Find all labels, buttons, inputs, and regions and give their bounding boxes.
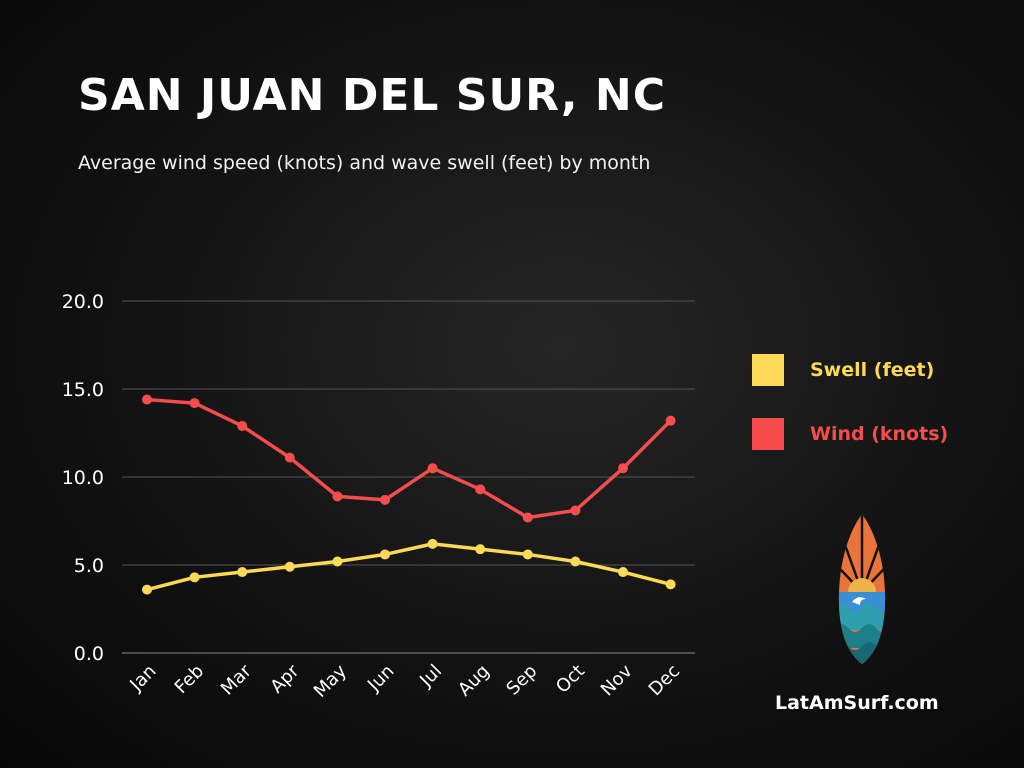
data-point-swell-feet <box>570 556 581 567</box>
data-point-swell-feet <box>189 572 200 583</box>
data-point-wind-knots <box>142 394 152 405</box>
data-point-wind-knots <box>427 463 438 474</box>
data-point-wind-knots <box>665 415 676 426</box>
surfboard-logo-icon <box>838 514 886 664</box>
data-point-wind-knots <box>284 452 295 463</box>
data-point-swell-feet <box>380 549 390 560</box>
x-tick-label: Nov <box>597 660 637 700</box>
data-point-swell-feet <box>618 567 628 578</box>
data-point-wind-knots <box>380 494 390 505</box>
legend-item-swell: Swell (feet) <box>752 354 934 386</box>
data-point-wind-knots <box>522 512 533 523</box>
data-point-wind-knots <box>475 484 486 495</box>
data-point-wind-knots <box>618 463 628 474</box>
data-point-swell-feet <box>475 544 486 555</box>
x-tick-label: Oct <box>552 661 589 698</box>
data-point-swell-feet <box>284 561 295 572</box>
x-tick-label: Jun <box>363 661 398 696</box>
legend-item-wind: Wind (knots) <box>752 418 948 450</box>
chart-subtitle: Average wind speed (knots) and wave swel… <box>78 152 651 174</box>
legend-label-swell: Swell (feet) <box>810 359 935 381</box>
data-point-swell-feet <box>427 538 438 549</box>
data-point-wind-knots <box>332 491 343 502</box>
data-point-swell-feet <box>237 567 248 578</box>
data-point-wind-knots <box>570 505 581 516</box>
series-line-swell-feet <box>145 542 673 592</box>
legend-label-wind: Wind (knots) <box>810 423 949 445</box>
x-tick-label: Mar <box>217 660 256 699</box>
x-tick-label: Jul <box>415 661 446 692</box>
website-label: LatAmSurf.com <box>775 692 939 714</box>
x-tick-label: Aug <box>454 661 494 701</box>
y-tick-label: 20.0 <box>62 291 104 313</box>
y-tick-label: 10.0 <box>62 467 104 489</box>
data-point-swell-feet <box>332 556 343 567</box>
y-tick-label: 15.0 <box>62 379 104 401</box>
series-line-wind-knots <box>145 397 673 520</box>
legend-swatch-wind <box>752 418 784 450</box>
data-point-swell-feet <box>665 579 676 590</box>
x-tick-label: May <box>310 660 351 701</box>
data-point-swell-feet <box>142 584 152 595</box>
x-tick-label: Apr <box>266 660 303 697</box>
y-tick-label: 0.0 <box>74 643 104 665</box>
x-tick-label: Sep <box>502 661 541 700</box>
x-tick-label: Dec <box>645 661 684 700</box>
data-point-wind-knots <box>237 420 248 431</box>
y-tick-label: 5.0 <box>74 555 104 577</box>
chart-title: SAN JUAN DEL SUR, NC <box>78 70 667 121</box>
data-point-wind-knots <box>189 398 200 409</box>
x-tick-label: Jan <box>125 661 160 696</box>
x-tick-label: Feb <box>171 661 208 698</box>
legend-swatch-swell <box>752 354 784 386</box>
data-point-swell-feet <box>522 549 533 560</box>
